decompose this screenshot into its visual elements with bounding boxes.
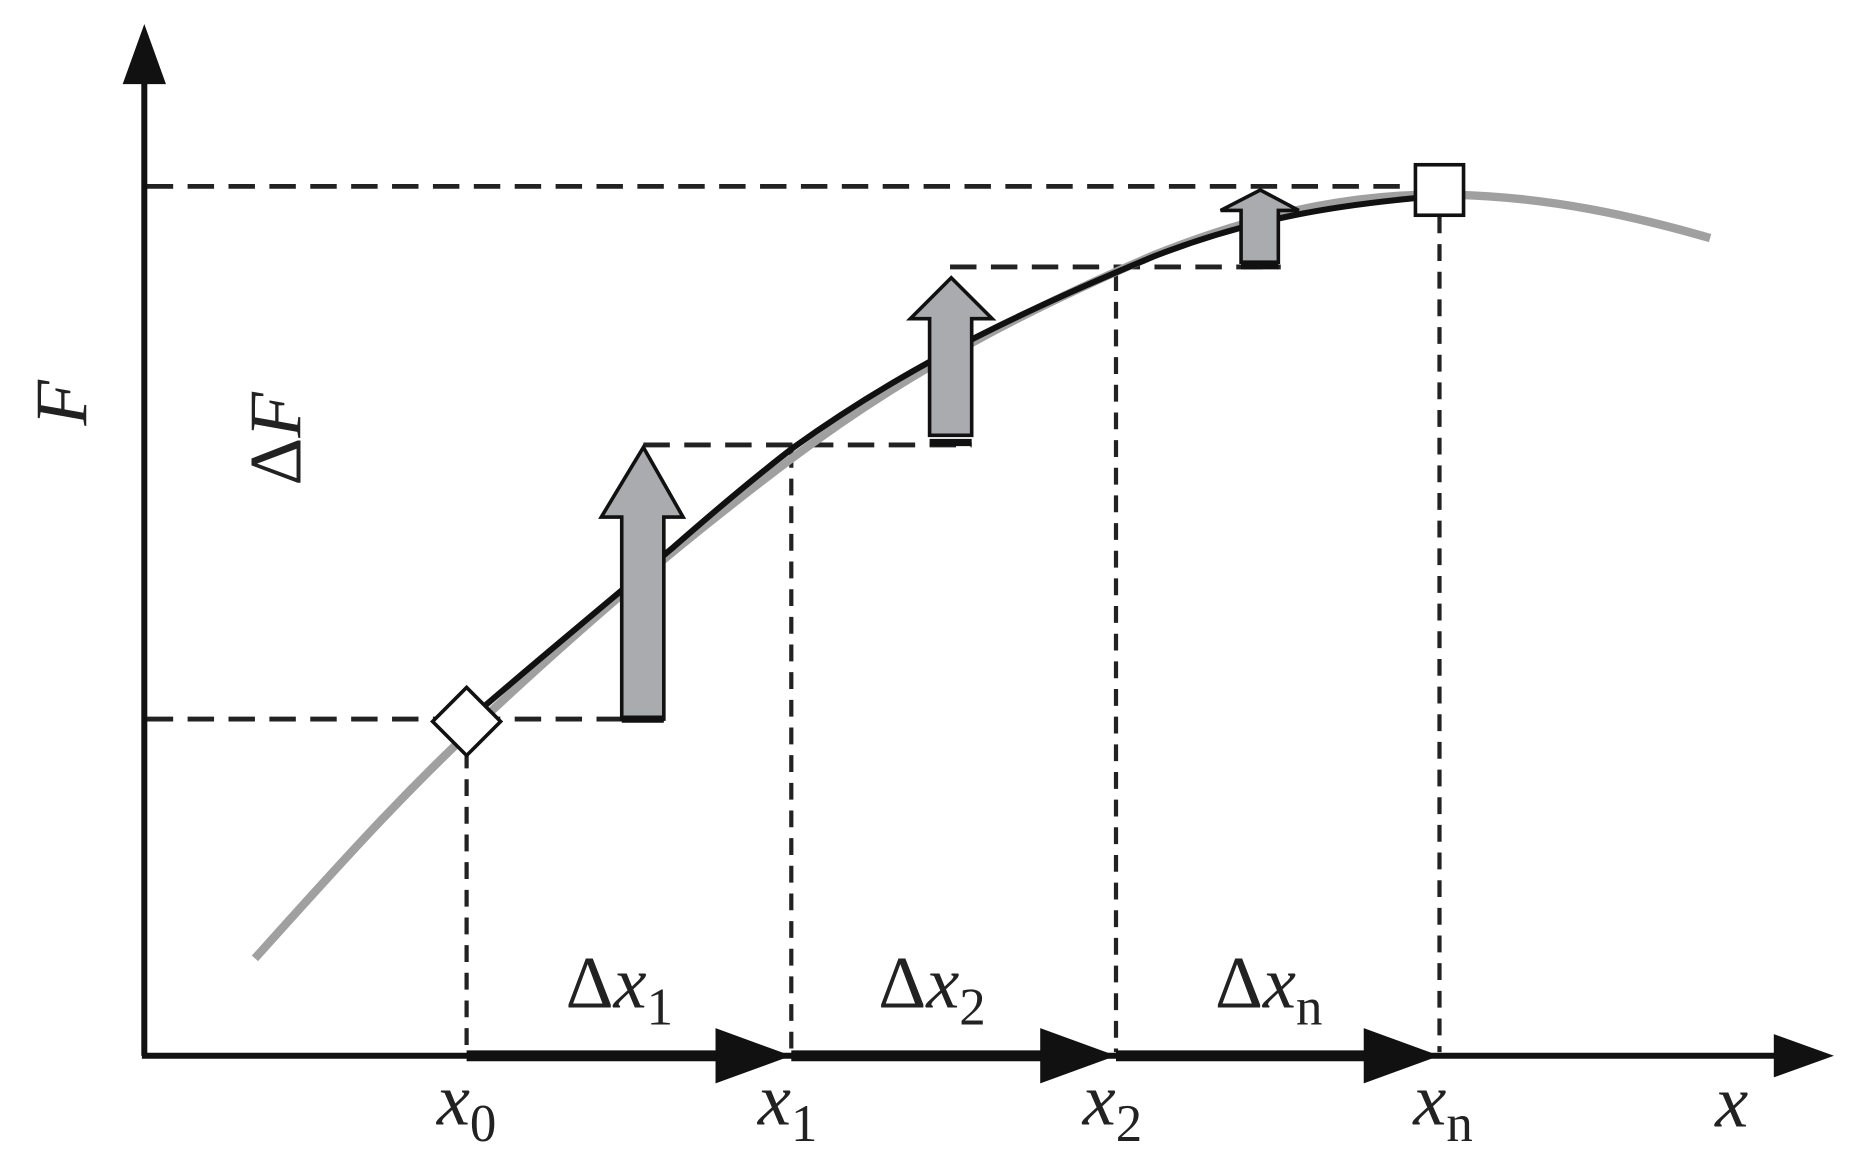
delta-symbol: Δ	[566, 943, 614, 1025]
interval-label: Δxn	[1215, 943, 1323, 1037]
y-axis-arrowhead	[122, 24, 166, 85]
delta-symbol: Δ	[236, 438, 318, 486]
point-label: x0	[436, 1059, 497, 1153]
interval-label: Δx2	[878, 943, 986, 1037]
point-label: xn	[1412, 1059, 1473, 1153]
subscript: 0	[470, 1095, 496, 1153]
step-arrowhead	[1363, 1028, 1440, 1084]
point-label: x1	[757, 1059, 818, 1153]
end-marker	[1413, 162, 1466, 218]
variable: x	[1262, 943, 1296, 1025]
variable: x	[436, 1059, 470, 1141]
x-axis-label: x	[1714, 1062, 1748, 1144]
variable: x	[1412, 1059, 1446, 1141]
point-label: x2	[1082, 1059, 1143, 1153]
path-curve	[464, 193, 1440, 724]
delta-f-arrow	[598, 443, 687, 721]
step-arrowhead	[715, 1028, 792, 1084]
variable: x	[613, 943, 647, 1025]
y-axis-label: F	[22, 379, 104, 427]
subscript: n	[1296, 979, 1322, 1037]
step-arrowhead	[1040, 1028, 1116, 1084]
variable: F	[236, 391, 318, 439]
variable: x	[925, 943, 959, 1025]
subscript: 2	[1116, 1095, 1142, 1153]
start-marker	[430, 684, 504, 759]
variable: x	[1082, 1059, 1116, 1141]
delta-f-arrow	[1219, 187, 1300, 264]
variable: x	[757, 1059, 791, 1141]
x-axis-arrowhead	[1773, 1034, 1834, 1078]
interval-label: Δx1	[566, 943, 674, 1037]
delta-symbol: Δ	[878, 943, 926, 1025]
subscript: 2	[959, 979, 985, 1037]
delta-symbol: Δ	[1215, 943, 1263, 1025]
delta-f-label: ΔF	[236, 391, 318, 486]
subscript: n	[1446, 1095, 1472, 1153]
delta-f-arrow	[905, 275, 997, 438]
subscript: 1	[791, 1095, 817, 1153]
subscript: 1	[647, 979, 673, 1037]
